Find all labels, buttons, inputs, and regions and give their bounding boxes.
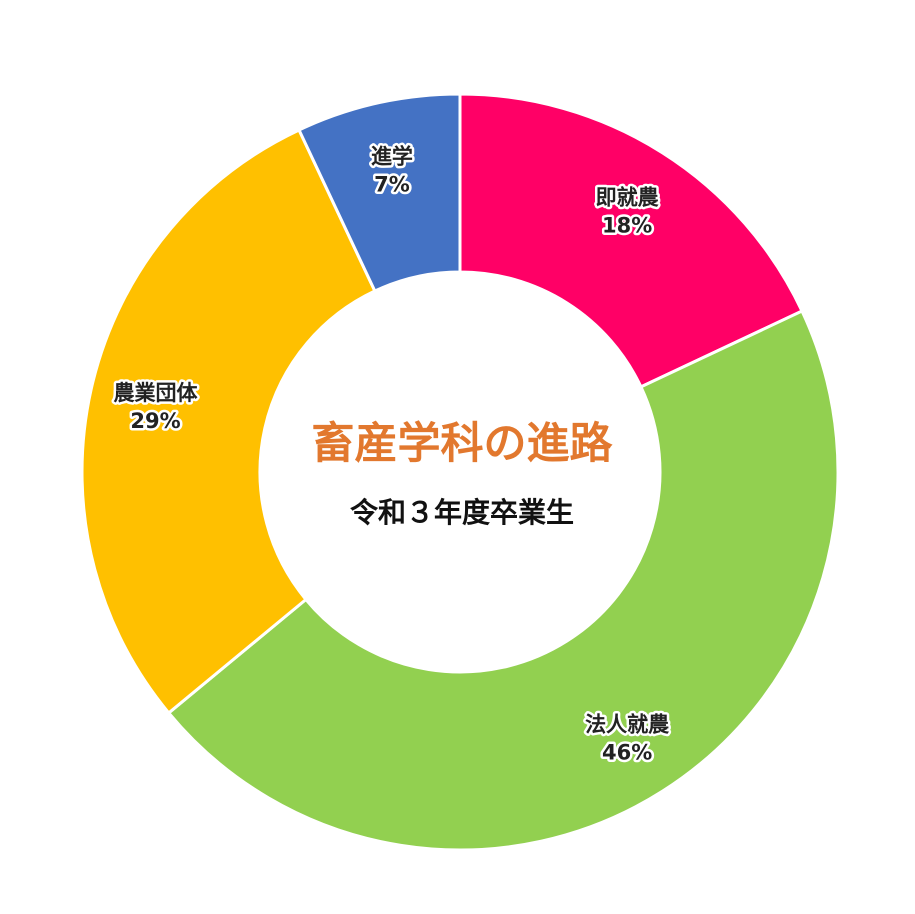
chart-title: 畜産学科の進路: [312, 419, 614, 469]
slice-percent-0: 18%: [602, 214, 652, 238]
slice-label-0: 即就農: [596, 186, 659, 210]
slices-layer: [80, 92, 840, 852]
slice-label-2: 農業団体: [114, 381, 199, 405]
slice-percent-1: 46%: [602, 740, 652, 764]
donut-slice-0: [458, 92, 805, 389]
slice-percent-2: 29%: [130, 409, 180, 433]
donut-slice-1: [166, 309, 840, 852]
labels-layer: 即就農 18% 法人就農 46% 農業団体 29% 進学 7%: [111, 142, 672, 767]
chart-subtitle: 令和３年度卒業生: [350, 496, 574, 529]
slice-label-3: 進学: [371, 145, 413, 169]
slice-percent-3: 7%: [374, 173, 410, 197]
donut-slice-2: [80, 127, 377, 716]
slice-label-1: 法人就農: [585, 712, 669, 736]
donut-slice-3: [297, 92, 462, 294]
